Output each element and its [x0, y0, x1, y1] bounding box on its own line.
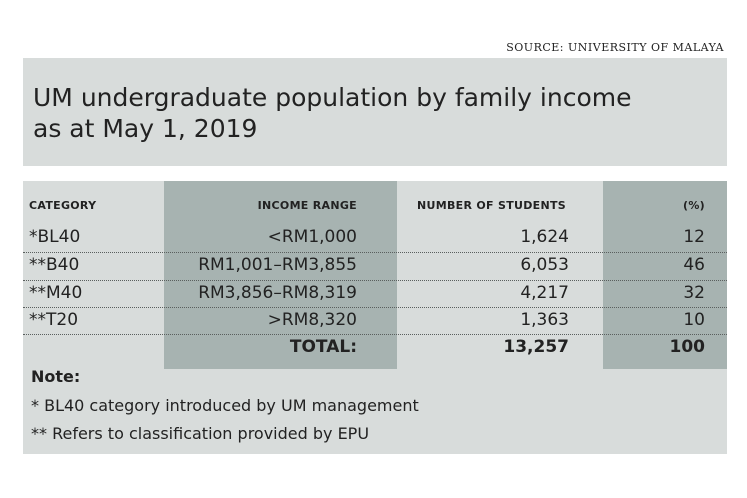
row-percent: 46 — [683, 255, 705, 275]
total-label: TOTAL: — [289, 337, 357, 357]
row-students: 1,363 — [520, 310, 569, 330]
title-panel: UM undergraduate population by family in… — [23, 58, 727, 166]
total-percent: 100 — [669, 337, 706, 357]
row-students: 1,624 — [520, 227, 569, 247]
header-category: CATEGORY — [29, 199, 97, 212]
row-divider — [23, 307, 727, 308]
row-divider — [23, 334, 727, 335]
header-percent: (%) — [683, 199, 705, 212]
row-income-range: RM3,856–RM8,319 — [198, 283, 357, 303]
row-percent: 10 — [683, 310, 705, 330]
total-row: TOTAL: 13,257 100 — [23, 334, 727, 361]
header-income-range: INCOME RANGE — [257, 199, 357, 212]
row-percent: 32 — [683, 283, 705, 303]
table-row: **M40 RM3,856–RM8,319 4,217 32 — [23, 280, 727, 307]
table-header-row: CATEGORY INCOME RANGE NUMBER OF STUDENTS… — [23, 192, 727, 219]
row-income-range: <RM1,000 — [267, 227, 357, 247]
row-divider — [23, 252, 727, 253]
title-line-1: UM undergraduate population by family in… — [33, 83, 632, 112]
header-number-of-students: NUMBER OF STUDENTS — [417, 199, 567, 212]
income-table: CATEGORY INCOME RANGE NUMBER OF STUDENTS… — [23, 181, 727, 454]
row-income-range: RM1,001–RM3,855 — [198, 255, 357, 275]
table-row: *BL40 <RM1,000 1,624 12 — [23, 224, 727, 251]
table-row: **T20 >RM8,320 1,363 10 — [23, 307, 727, 334]
row-category: **M40 — [29, 283, 83, 303]
title-line-2: as at May 1, 2019 — [33, 114, 258, 143]
note-heading: Note: — [31, 367, 81, 386]
row-income-range: >RM8,320 — [267, 310, 357, 330]
note-line-2: ** Refers to classification provided by … — [31, 424, 370, 443]
source-credit: SOURCE: UNIVERSITY OF MALAYA — [506, 41, 724, 54]
page-title: UM undergraduate population by family in… — [33, 82, 713, 144]
row-students: 6,053 — [520, 255, 569, 275]
row-students: 4,217 — [520, 283, 569, 303]
percent-column-shading — [603, 181, 727, 369]
total-students: 13,257 — [503, 337, 569, 357]
note-line-1: * BL40 category introduced by UM managem… — [31, 396, 419, 415]
row-divider — [23, 280, 727, 281]
income-column-shading — [164, 181, 397, 369]
table-row: **B40 RM1,001–RM3,855 6,053 46 — [23, 252, 727, 279]
row-category: *BL40 — [29, 227, 81, 247]
row-category: **B40 — [29, 255, 80, 275]
row-category: **T20 — [29, 310, 79, 330]
row-percent: 12 — [683, 227, 705, 247]
